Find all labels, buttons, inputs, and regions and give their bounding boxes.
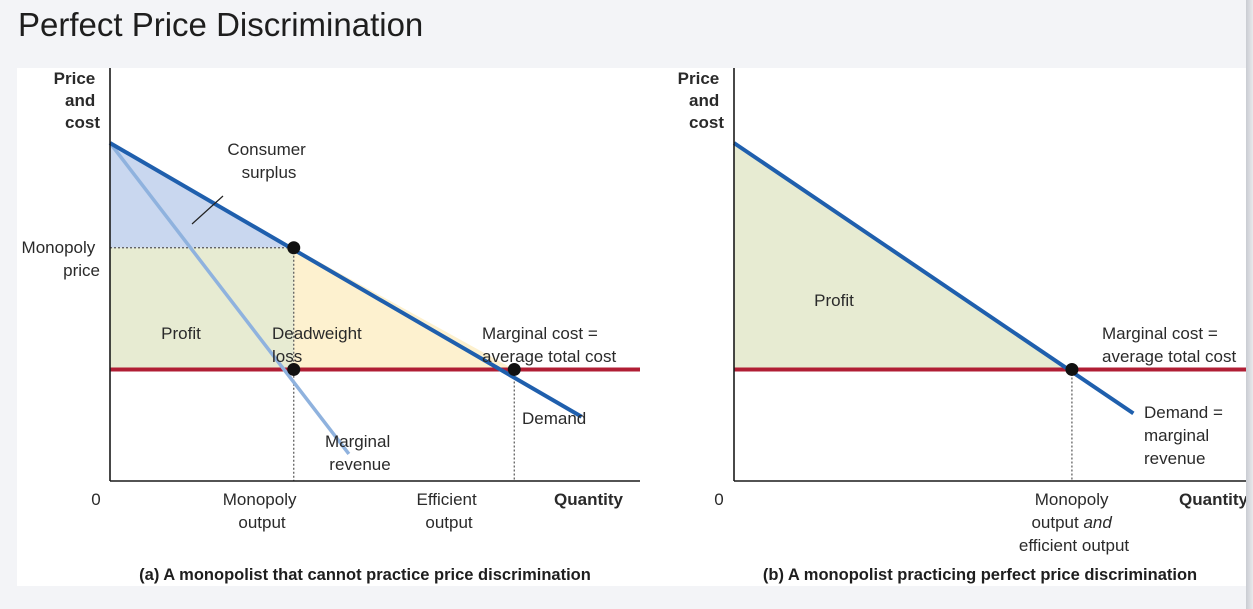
output-label: Monopoly output and efficient output (1019, 490, 1130, 555)
origin-label: 0 (91, 490, 100, 509)
x-axis-label: Quantity (1179, 490, 1246, 509)
x-axis-label: Quantity (554, 490, 623, 509)
window-edge (1246, 0, 1253, 609)
monopoly-mc-point (287, 362, 301, 376)
demand-label: Demand (522, 409, 586, 428)
marginal-cost-label: Marginal cost = average total cost (482, 324, 616, 366)
monopoly-price-point (287, 241, 301, 255)
marginal-cost-label: Marginal cost = average total cost (1102, 324, 1236, 366)
panel-b: Price and cost 0 Monopoly output and eff… (640, 68, 1246, 586)
deadweight-loss-region (293, 247, 515, 370)
demand-label: Demand = marginal revenue (1144, 403, 1228, 468)
consumer-surplus-label: Consumer surplus (227, 140, 310, 182)
monopoly-output-label: Monopoly output (223, 490, 301, 532)
marginal-revenue-line (108, 141, 351, 456)
deadweight-loss-label: Deadweight loss (272, 324, 367, 366)
demand-line (108, 141, 583, 419)
chart-a: Price and cost Monopoly price 0 Monopoly… (22, 68, 640, 584)
caption-a: (a) A monopolist that cannot practice pr… (139, 566, 591, 584)
origin-label: 0 (714, 490, 723, 509)
profit-region (110, 247, 294, 370)
panel-a: Price and cost Monopoly price 0 Monopoly… (17, 68, 640, 586)
efficient-point (507, 362, 521, 376)
marginal-revenue-label: Marginal revenue (325, 432, 395, 474)
efficient-output-label: Efficient output (417, 490, 482, 532)
y-axis-label: Price and cost (678, 69, 725, 132)
slide-title: Perfect Price Discrimination (18, 6, 424, 43)
y-axis-label: Price and cost (54, 69, 101, 132)
chart-b: Price and cost 0 Monopoly output and eff… (678, 68, 1246, 584)
caption-b: (b) A monopolist practicing perfect pric… (763, 566, 1197, 584)
profit-label: Profit (161, 324, 201, 343)
consumer-surplus-leader (191, 195, 224, 225)
monopoly-price-label: Monopoly price (22, 238, 100, 280)
efficient-point (1065, 362, 1079, 376)
profit-label: Profit (814, 291, 854, 310)
